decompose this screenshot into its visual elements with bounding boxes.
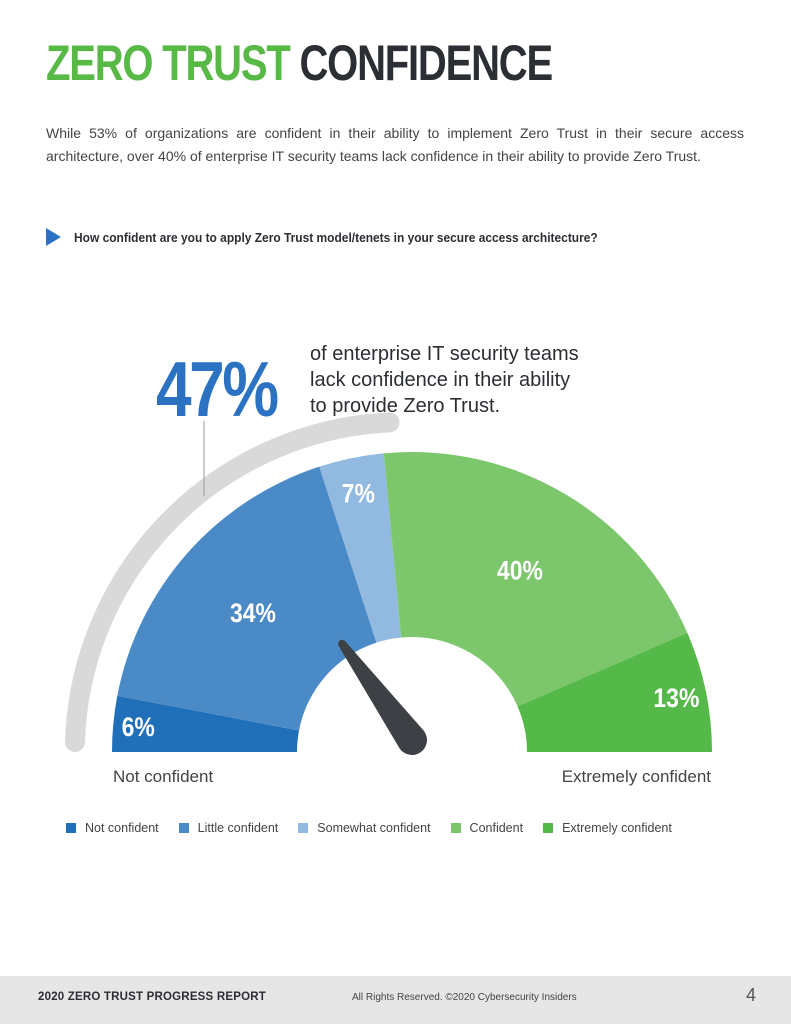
gauge-needle	[338, 639, 427, 755]
legend-label: Extremely confident	[562, 821, 672, 835]
title-part1: ZERO TRUST	[46, 35, 291, 91]
axis-right-label: Extremely confident	[562, 767, 712, 786]
legend-swatch	[450, 823, 461, 833]
legend-item: Not confident	[66, 821, 159, 835]
data-label: 40%	[497, 556, 543, 586]
legend-swatch	[298, 823, 309, 833]
legend-item: Little confident	[178, 821, 279, 835]
legend-swatch	[178, 823, 189, 833]
legend-label: Little confident	[197, 821, 279, 835]
footer-report-title: 2020 ZERO TRUST PROGRESS REPORT	[38, 991, 266, 1003]
page-title: ZERO TRUST CONFIDENCE	[46, 35, 553, 91]
legend-item: Confident	[450, 821, 524, 835]
callout-line1: of enterprise IT security teams	[310, 343, 579, 365]
legend-item: Extremely confident	[543, 821, 672, 835]
survey-question: How confident are you to apply Zero Trus…	[46, 228, 643, 246]
callout-line3: to provide Zero Trust.	[310, 395, 500, 417]
footer-copyright: All Rights Reserved. ©2020 Cybersecurity…	[352, 992, 577, 1003]
gauge-segment-extremely-confident	[517, 632, 712, 752]
gauge-segment-confident	[383, 452, 688, 707]
data-label: 7%	[342, 479, 375, 509]
play-arrow-icon	[46, 228, 61, 246]
callout-line2: lack confidence in their ability	[310, 369, 570, 391]
legend-label: Not confident	[85, 821, 159, 835]
page-number: 4	[746, 985, 757, 1005]
gauge-segment-not-confident	[112, 695, 300, 752]
title-part2: CONFIDENCE	[299, 35, 553, 91]
page-footer: 2020 ZERO TRUST PROGRESS REPORT All Righ…	[0, 976, 791, 1024]
gauge-segment-somewhat-confident	[319, 453, 402, 643]
intro-paragraph: While 53% of organizations are confident…	[46, 125, 744, 164]
data-label: 34%	[230, 598, 276, 628]
data-label: 13%	[653, 684, 699, 714]
data-label: 6%	[122, 712, 155, 742]
gauge-chart: 6% 34% 7% 40% 13% 47% of enterprise IT secur…	[65, 343, 712, 786]
chart-legend: Not confident Little confident Somewhat …	[66, 821, 672, 835]
legend-label: Confident	[469, 821, 524, 835]
axis-left-label: Not confident	[113, 767, 213, 786]
gauge-segment-little-confident	[117, 466, 377, 731]
callout-percent: 47%	[156, 346, 278, 433]
track-arc	[65, 412, 400, 752]
legend-item: Somewhat confident	[298, 821, 431, 835]
legend-swatch	[66, 823, 76, 833]
legend-swatch	[543, 823, 554, 833]
question-text: How confident are you to apply Zero Trus…	[74, 229, 598, 245]
legend-label: Somewhat confident	[317, 821, 431, 835]
